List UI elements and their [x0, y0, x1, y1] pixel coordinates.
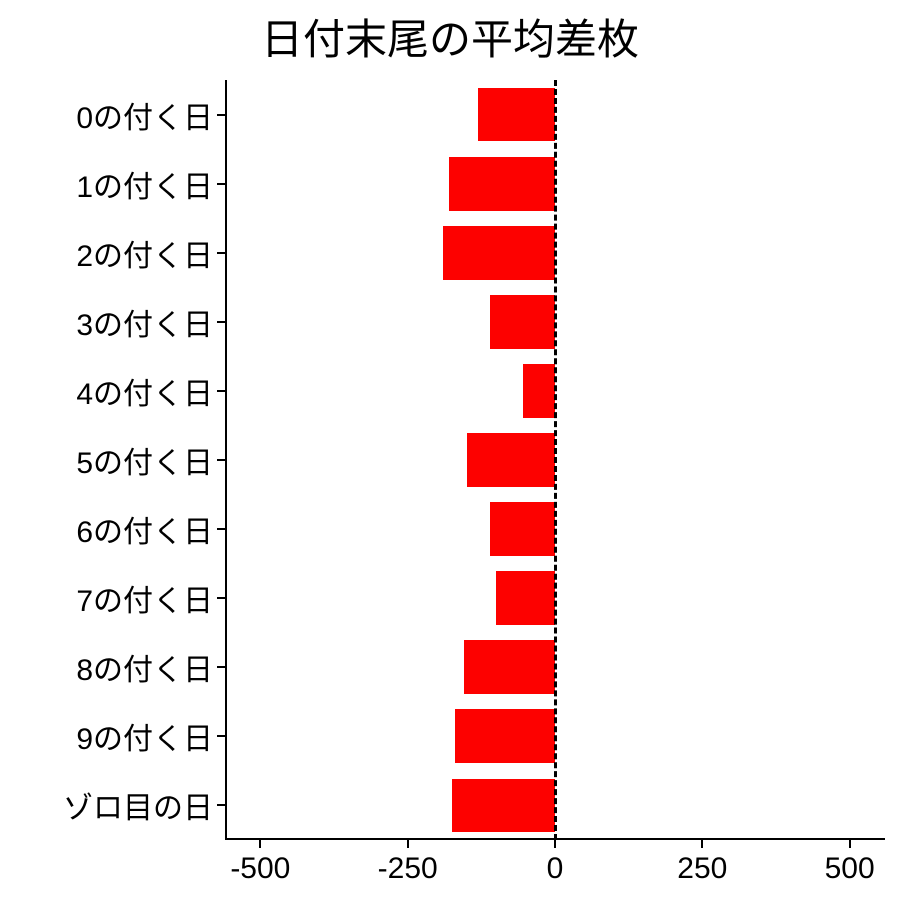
y-tick-mark: [217, 183, 225, 185]
bar: [478, 88, 555, 142]
bar: [490, 295, 555, 349]
chart-root: 日付末尾の平均差枚 0の付く日1の付く日2の付く日3の付く日4の付く日5の付く日…: [0, 0, 900, 900]
y-tick-mark: [217, 804, 225, 806]
bar: [523, 364, 555, 418]
bar: [449, 157, 555, 211]
y-tick-label: 3の付く日: [76, 300, 213, 344]
y-tick-mark: [217, 252, 225, 254]
y-tick-mark: [217, 390, 225, 392]
bar: [467, 433, 555, 487]
x-axis-line: [225, 838, 885, 840]
plot-area: 0の付く日1の付く日2の付く日3の付く日4の付く日5の付く日6の付く日7の付く日…: [225, 80, 885, 840]
chart-title: 日付末尾の平均差枚: [0, 6, 900, 67]
y-tick-mark: [217, 528, 225, 530]
y-axis-line: [225, 80, 227, 840]
y-tick-mark: [217, 666, 225, 668]
y-tick-label: 8の付く日: [76, 645, 213, 689]
y-tick-label: 7の付く日: [76, 576, 213, 620]
zero-line: [554, 80, 557, 840]
y-tick-label: 1の付く日: [76, 162, 213, 206]
x-tick-mark: [554, 840, 556, 848]
bar: [452, 779, 555, 833]
x-tick-mark: [259, 840, 261, 848]
x-tick-mark: [849, 840, 851, 848]
y-tick-label: 4の付く日: [76, 369, 213, 413]
y-tick-mark: [217, 459, 225, 461]
x-tick-label: -250: [378, 852, 438, 886]
bar: [490, 502, 555, 556]
x-tick-label: -500: [230, 852, 290, 886]
y-tick-label: ゾロ目の日: [63, 783, 213, 827]
y-tick-label: 9の付く日: [76, 714, 213, 758]
bar: [455, 709, 555, 763]
x-tick-mark: [407, 840, 409, 848]
y-tick-mark: [217, 597, 225, 599]
bar: [464, 640, 555, 694]
x-tick-mark: [701, 840, 703, 848]
x-tick-label: 0: [547, 852, 564, 886]
y-tick-mark: [217, 321, 225, 323]
y-tick-mark: [217, 114, 225, 116]
y-tick-label: 6の付く日: [76, 507, 213, 551]
bar: [443, 226, 555, 280]
y-tick-label: 2の付く日: [76, 231, 213, 275]
y-tick-mark: [217, 735, 225, 737]
y-tick-label: 0の付く日: [76, 93, 213, 137]
y-tick-label: 5の付く日: [76, 438, 213, 482]
bar: [496, 571, 555, 625]
x-tick-label: 500: [825, 852, 875, 886]
x-tick-label: 250: [677, 852, 727, 886]
